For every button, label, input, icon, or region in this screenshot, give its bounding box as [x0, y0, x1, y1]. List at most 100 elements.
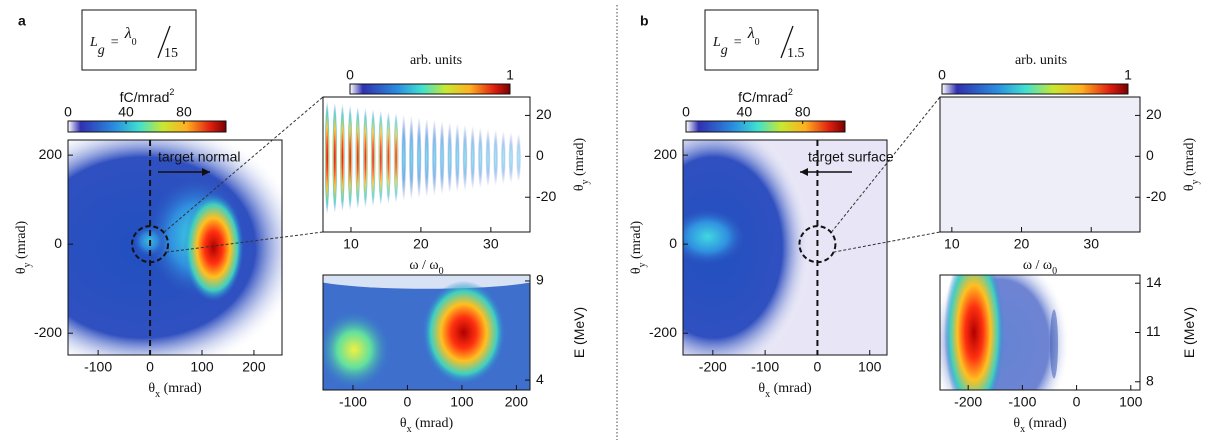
y-tick-label: -20 [536, 188, 556, 204]
y-tick-label: 200 [654, 146, 678, 162]
colorbar-tick-label: 0 [682, 104, 690, 120]
x-tick-label: 200 [505, 394, 529, 410]
heatmap [683, 140, 887, 355]
x-tick-label: 30 [483, 236, 499, 252]
heat-blob [385, 111, 391, 205]
formula-box [81, 9, 197, 71]
label-rest: (mrad) [1182, 138, 1197, 180]
x-tick-label: -100 [1008, 394, 1036, 410]
heat-blob [470, 125, 476, 190]
y-tick-label: 14 [1146, 274, 1162, 290]
heat-blob [424, 117, 430, 198]
colorbar-label: arb. units [410, 53, 462, 68]
x-axis-label: ω / ω0 [1023, 258, 1057, 277]
y-tick-label: 8 [1146, 372, 1154, 388]
heat-blob [462, 124, 468, 192]
label-subscript: y [22, 262, 33, 267]
label-main: ω / ω [1023, 258, 1052, 273]
heat-blob [183, 193, 244, 302]
formula-numerator: λ [747, 25, 755, 42]
label-rest: (mrad) [629, 221, 644, 263]
y-axis-label: E (MeV) [1181, 307, 1197, 358]
zoom-line [831, 96, 941, 233]
heat-blob [683, 206, 749, 267]
heat-blob [378, 110, 384, 206]
formula-box [704, 9, 819, 71]
heat-blob [323, 309, 392, 390]
label-main: fC/mrad [738, 89, 788, 105]
x-tick-label: 100 [450, 394, 474, 410]
heat-blob [944, 275, 1004, 390]
heat-blob [683, 140, 812, 355]
label-rest: (mrad) [14, 221, 29, 263]
label-main: θ [572, 184, 587, 191]
panel-label: b [640, 13, 649, 29]
x-tick-label: 0 [146, 359, 154, 375]
y-tick-label: 0 [536, 147, 544, 163]
heatmap [324, 101, 522, 215]
x-tick-label: 0 [814, 359, 822, 375]
y-axis-label: θy (mrad) [572, 138, 591, 192]
x-tick-label: -100 [751, 359, 779, 375]
label-main: θ [1182, 184, 1197, 191]
colorbar-tick-label: 0 [64, 104, 72, 120]
label-subscript: y [1190, 179, 1201, 184]
heat-blob [355, 106, 361, 210]
y-tick-label: 0 [54, 235, 62, 251]
label-main: θ [14, 267, 29, 274]
annotation: target normal [158, 149, 240, 165]
label-main: θ [629, 267, 644, 274]
label-main: θ [1013, 416, 1020, 431]
colorbar [67, 120, 227, 133]
heat-blob [431, 119, 437, 197]
heat-blob [324, 101, 330, 215]
y-tick-label: 11 [1146, 323, 1161, 339]
x-axis-label: θx (mrad) [1013, 416, 1067, 435]
x-tick-label: 10 [944, 236, 960, 252]
focus-circle [131, 225, 170, 264]
label-main: ω / ω [409, 258, 438, 273]
label-main: θ [148, 381, 155, 396]
plot-frame [939, 96, 1141, 233]
colorbar [685, 120, 846, 133]
arrow-head [202, 168, 210, 176]
y-tick-label: 9 [536, 272, 544, 288]
x-tick-label: 0 [1073, 394, 1081, 410]
heat-blob [477, 127, 483, 189]
heat-blob [339, 103, 345, 212]
formula-equals: = [111, 35, 119, 50]
label-subscript: y [580, 179, 591, 184]
plot-frame [67, 139, 283, 356]
x-tick-label: 100 [1119, 394, 1143, 410]
plot-frame [322, 96, 531, 233]
heat-blob [416, 116, 422, 199]
colorbar-label: fC/mrad2 [120, 87, 175, 104]
focus-circle [798, 225, 837, 264]
colorbar-tick-label: 0 [346, 67, 354, 83]
x-tick-label: -200 [954, 394, 982, 410]
heat-blob [439, 120, 445, 195]
colorbar-tick-label: 1 [1124, 67, 1132, 83]
label-subscript: 0 [439, 266, 444, 277]
formula-symbol: L [89, 35, 98, 50]
x-tick-label: -100 [339, 394, 367, 410]
y-axis-label: θy (mrad) [629, 221, 648, 275]
zoom-line [166, 231, 324, 253]
colorbar-tick-label: 1 [506, 67, 514, 83]
panel-label: a [18, 13, 26, 29]
x-axis-label: θx (mrad) [400, 416, 454, 435]
x-tick-label: 30 [1083, 236, 1099, 252]
heat-bg [940, 97, 1140, 232]
label-subscript: x [407, 424, 412, 435]
formula-numerator-subscript: 0 [132, 37, 137, 48]
heat-blob [362, 107, 368, 208]
heat-blob [500, 130, 506, 185]
y-axis-label: θy (mrad) [14, 221, 33, 275]
label-main: θ [758, 381, 765, 396]
zoom-line [833, 231, 941, 253]
arrow-head [800, 168, 808, 176]
annotation: target surface [808, 149, 894, 165]
formula-denominator: 1.5 [787, 46, 805, 61]
colorbar-tick-label: 80 [176, 104, 192, 120]
y-tick-label: -200 [34, 324, 62, 340]
